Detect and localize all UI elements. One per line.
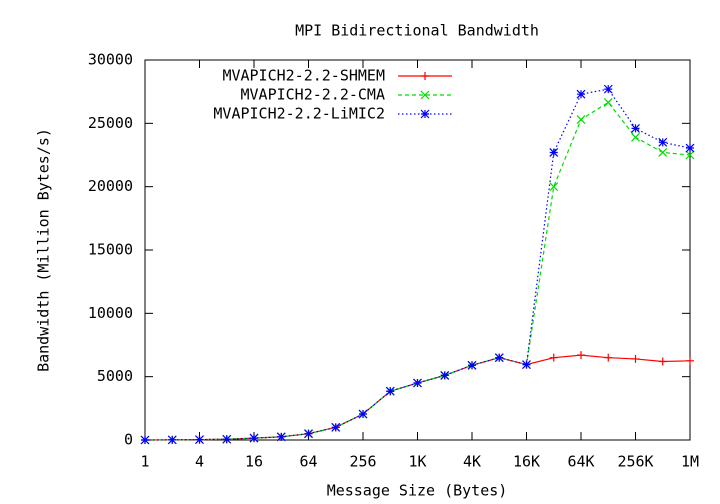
x-tick-label: 4 (195, 453, 204, 471)
y-tick-label: 20000 (88, 177, 133, 195)
legend-marker (420, 90, 430, 100)
data-point (195, 435, 204, 445)
series-line (144, 101, 691, 441)
data-point (576, 89, 586, 99)
data-point (631, 354, 640, 363)
y-tick-label: 10000 (88, 304, 133, 322)
data-point (331, 422, 341, 432)
data-point (304, 429, 313, 439)
data-point (658, 148, 668, 157)
x-tick-label: 1 (140, 453, 149, 471)
data-point (576, 115, 586, 124)
legend-label: MVAPICH2-2.2-SHMEM (222, 67, 385, 85)
series-line (144, 88, 691, 441)
data-point (577, 351, 585, 360)
y-axis-label: Bandwidth (Million Bytes/s) (35, 128, 53, 372)
x-tick-label: 64K (567, 453, 594, 471)
data-point (467, 360, 477, 370)
data-point (603, 84, 613, 94)
legend-marker (421, 72, 429, 80)
y-tick-label: 5000 (97, 367, 133, 385)
x-tick-label: 1M (681, 453, 699, 471)
legend-label: MVAPICH2-2.2-LiMIC2 (213, 105, 385, 123)
y-tick-label: 15000 (88, 241, 133, 259)
data-point (413, 378, 422, 388)
x-tick-label: 16K (513, 453, 540, 471)
x-tick-label: 64 (299, 453, 317, 471)
x-axis-label: Message Size (Bytes) (327, 482, 508, 500)
data-point (631, 123, 640, 133)
data-point (604, 353, 613, 362)
x-tick-label: 4K (463, 453, 481, 471)
data-point (549, 182, 559, 192)
data-point (140, 435, 150, 445)
x-tick-label: 256K (617, 453, 653, 471)
data-point (658, 357, 667, 366)
data-point (685, 150, 695, 160)
legend-label: MVAPICH2-2.2-CMA (241, 86, 386, 104)
data-point (494, 353, 504, 363)
series-line (144, 354, 691, 441)
data-point (276, 432, 286, 442)
y-tick-label: 30000 (88, 51, 133, 69)
data-point (549, 148, 559, 157)
data-point (222, 434, 232, 444)
x-tick-label: 256 (349, 453, 376, 471)
data-point (603, 98, 613, 107)
data-point (249, 433, 259, 443)
data-point (167, 435, 177, 445)
data-point (658, 137, 668, 147)
data-point (522, 360, 531, 370)
data-point (685, 143, 695, 153)
y-tick-label: 25000 (88, 114, 133, 132)
data-point (440, 370, 450, 380)
x-tick-label: 16 (245, 453, 263, 471)
data-point (385, 386, 395, 396)
data-point (549, 353, 558, 362)
data-point (631, 132, 640, 142)
x-tick-label: 1K (408, 453, 426, 471)
data-point (358, 409, 368, 419)
chart-title: MPI Bidirectional Bandwidth (295, 22, 539, 40)
legend-marker (420, 109, 430, 119)
data-point (686, 356, 694, 365)
y-tick-label: 0 (124, 431, 133, 449)
